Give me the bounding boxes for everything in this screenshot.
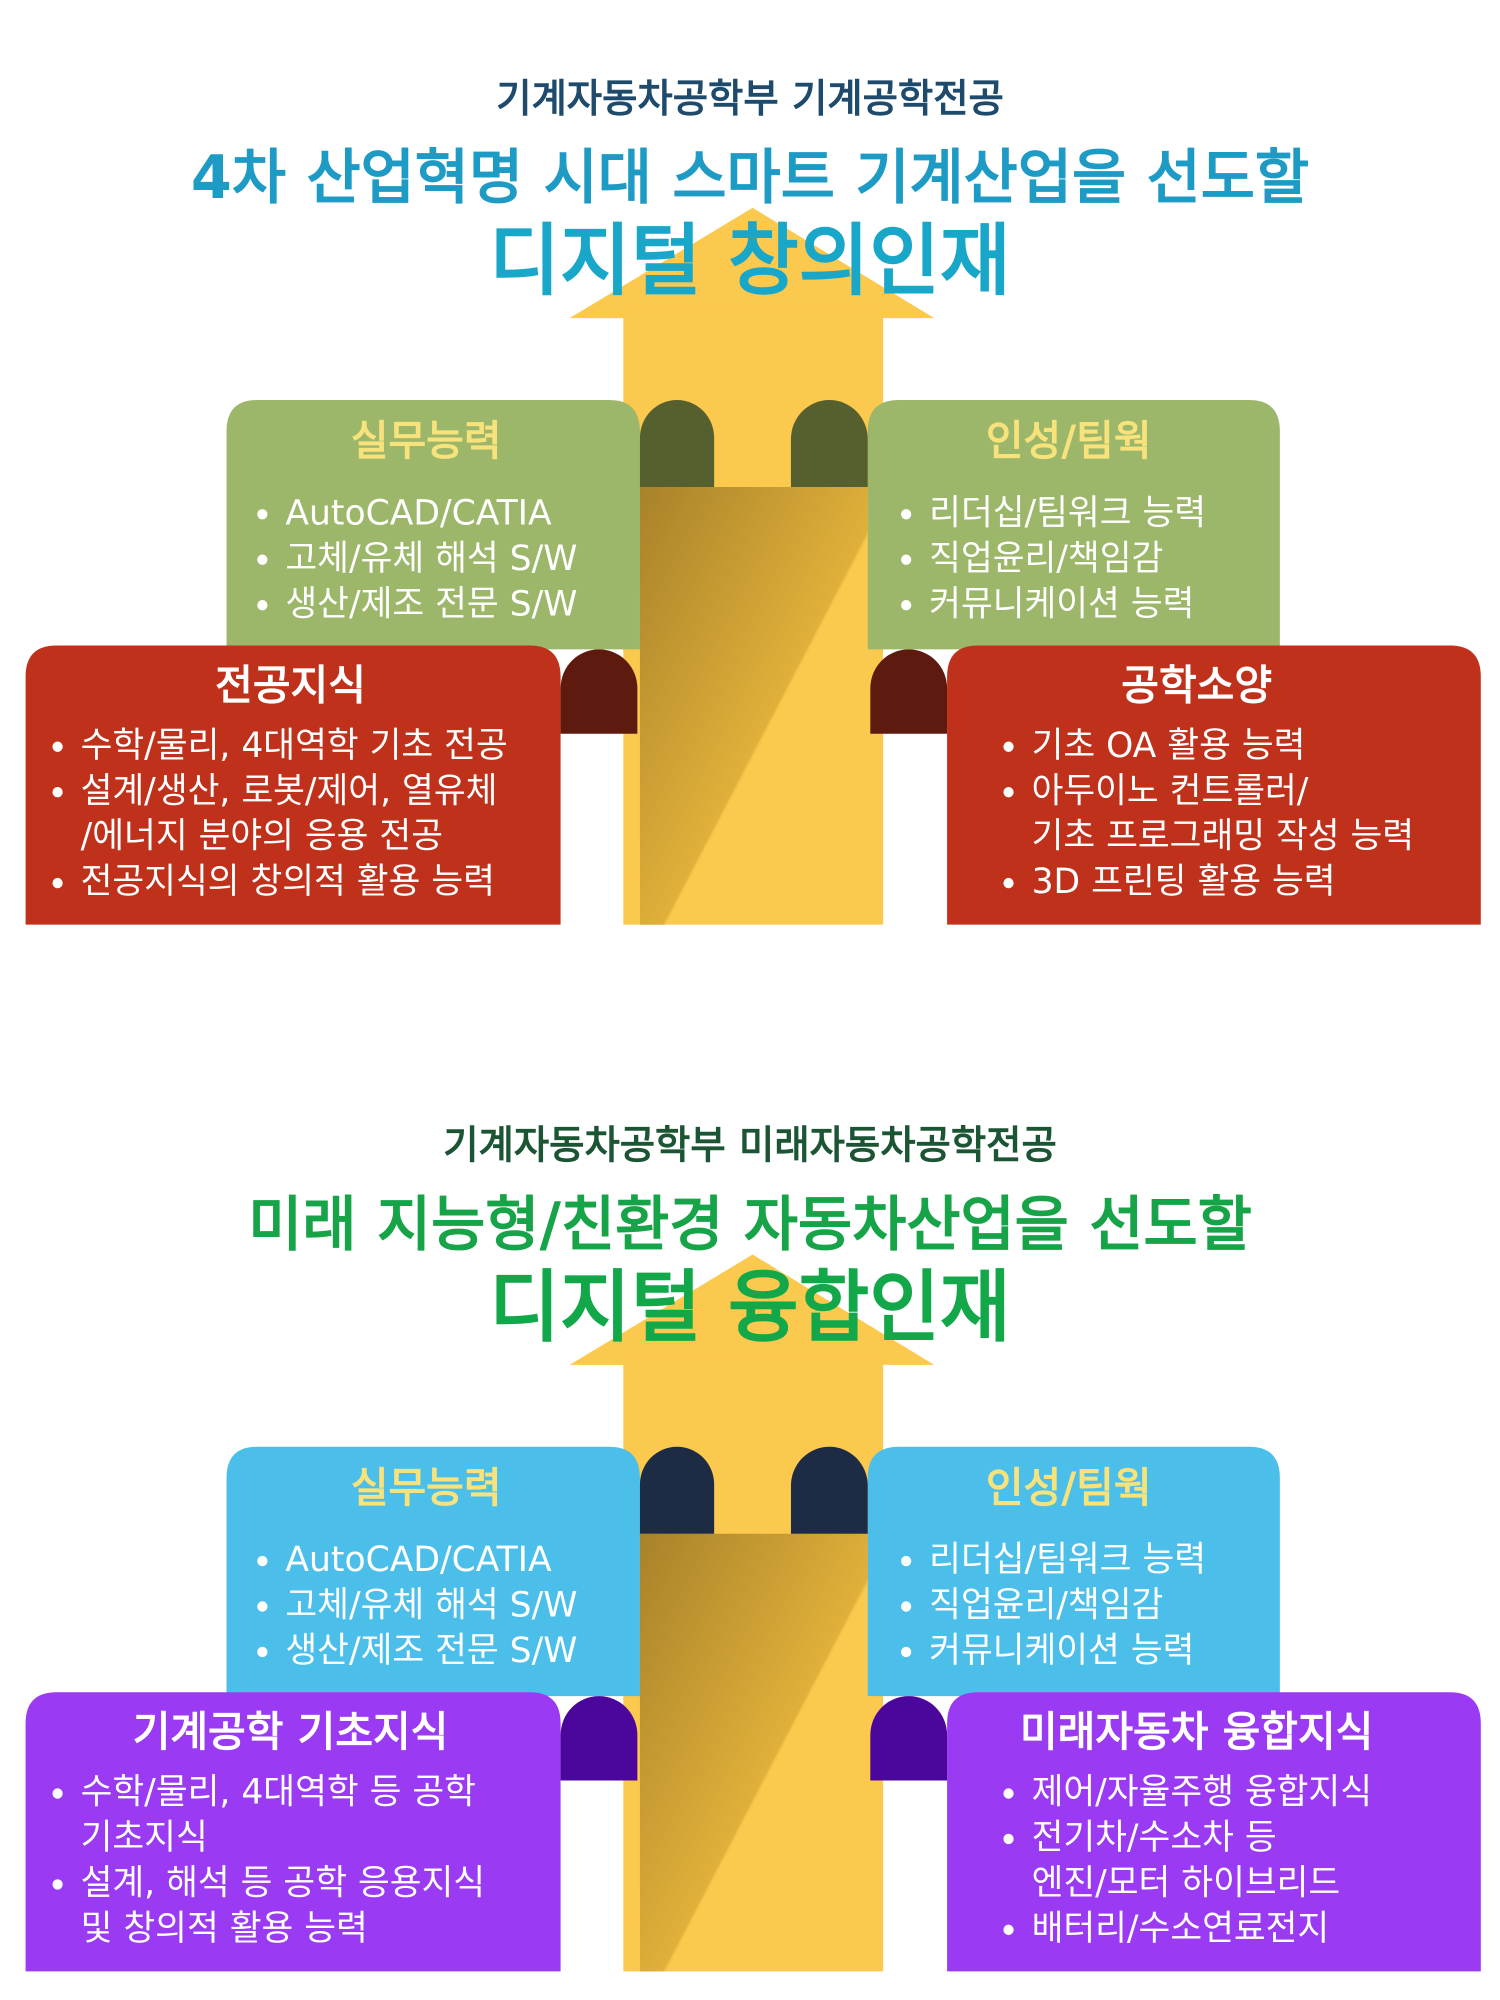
bullet bbox=[52, 741, 63, 752]
item-text: 제어/자율주행 융합지식 bbox=[1032, 1772, 1372, 1812]
item-text: 배터리/수소연료전지 bbox=[1032, 1909, 1330, 1949]
arrow-head bbox=[569, 1254, 935, 1365]
box bbox=[867, 1446, 1280, 1697]
item-text: 생산/제조 전문 S/W bbox=[285, 1631, 577, 1671]
item-text: 설계, 해석 등 공학 응용지식 bbox=[81, 1863, 485, 1903]
box bbox=[226, 1446, 640, 1697]
box-title: 전공지식 bbox=[215, 661, 366, 709]
item-text: 수학/물리, 4대역학 등 공학 bbox=[81, 1772, 476, 1812]
box bbox=[226, 400, 640, 650]
bullet bbox=[257, 600, 268, 611]
box-title: 실무능력 bbox=[351, 417, 502, 465]
item-text: 생산/제조 전문 S/W bbox=[285, 584, 577, 624]
item-text: 리더십/팀워크 능력 bbox=[929, 493, 1206, 533]
tab bbox=[790, 400, 868, 488]
bullet bbox=[52, 1788, 63, 1799]
main-title: 디지털 융합인재 bbox=[489, 1263, 1010, 1354]
item-text: AutoCAD/CATIA bbox=[285, 1540, 551, 1580]
item-text: 기초 프로그래밍 작성 능력 bbox=[1032, 817, 1415, 857]
tab bbox=[870, 649, 948, 734]
bullet bbox=[1003, 877, 1014, 889]
headline: 4차 산업혁명 시대 스마트 기계산업을 선도할 bbox=[191, 143, 1309, 213]
item-text: 전기차/수소차 등 bbox=[1032, 1818, 1277, 1858]
tab bbox=[639, 1446, 715, 1534]
bullet bbox=[257, 509, 268, 520]
department: 기계자동차공학부 기계공학전공 bbox=[496, 77, 1004, 122]
box bbox=[867, 400, 1280, 650]
bullet bbox=[1003, 1833, 1014, 1845]
item-text: 커뮤니케이션 능력 bbox=[929, 584, 1194, 624]
tab bbox=[560, 649, 638, 734]
item-text: 수학/물리, 4대역학 기초 전공 bbox=[81, 726, 508, 766]
item-text: 기초 OA 활용 능력 bbox=[1032, 726, 1306, 766]
box bbox=[947, 1692, 1481, 1972]
item-text: 고체/유체 해석 S/W bbox=[285, 1585, 577, 1625]
bullet bbox=[901, 1555, 912, 1567]
bullet bbox=[901, 509, 912, 520]
bullet bbox=[1003, 1788, 1014, 1799]
bullet bbox=[52, 787, 63, 798]
box-title: 미래자동차 융합지식 bbox=[1020, 1708, 1373, 1756]
item-text: 기초지식 bbox=[81, 1818, 208, 1858]
bullet bbox=[901, 1646, 912, 1658]
bullet bbox=[52, 1879, 63, 1890]
box-title: 기계공학 기초지식 bbox=[133, 1708, 449, 1756]
bullet bbox=[901, 600, 912, 611]
bullet bbox=[1003, 741, 1014, 752]
item-text: 고체/유체 해석 S/W bbox=[285, 539, 577, 579]
bullet bbox=[257, 554, 268, 565]
tab bbox=[560, 1696, 638, 1781]
item-text: 아두이노 컨트롤러/ bbox=[1032, 771, 1309, 811]
tab bbox=[870, 1696, 948, 1781]
stair-shade bbox=[639, 1533, 868, 1972]
box bbox=[25, 1692, 561, 1972]
bullet bbox=[1003, 1924, 1014, 1936]
bullet bbox=[257, 1646, 268, 1658]
stair-shade bbox=[639, 487, 868, 925]
bullet bbox=[52, 877, 63, 889]
headline: 미래 지능형/친환경 자동차산업을 선도할 bbox=[248, 1189, 1252, 1259]
item-text: 커뮤니케이션 능력 bbox=[929, 1631, 1194, 1671]
item-text: 엔진/모터 하이브리드 bbox=[1032, 1863, 1341, 1903]
bullet bbox=[1003, 787, 1014, 798]
bullet bbox=[257, 1601, 268, 1612]
item-text: 및 창의적 활용 능력 bbox=[81, 1909, 368, 1949]
bullet bbox=[901, 1601, 912, 1612]
item-text: 3D 프린팅 활용 능력 bbox=[1032, 862, 1336, 902]
tab bbox=[790, 1446, 868, 1534]
arrow-head bbox=[569, 207, 935, 319]
bullet bbox=[901, 554, 912, 565]
item-text: 설계/생산, 로봇/제어, 열유체 bbox=[81, 771, 498, 811]
main-title: 디지털 창의인재 bbox=[489, 216, 1010, 307]
box-title: 실무능력 bbox=[351, 1464, 502, 1512]
box-title: 인성/팀웍 bbox=[986, 1464, 1152, 1512]
item-text: /에너지 분야의 응용 전공 bbox=[81, 817, 443, 857]
tab bbox=[639, 400, 715, 488]
item-text: 직업윤리/책임감 bbox=[929, 539, 1163, 579]
box bbox=[25, 645, 561, 925]
item-text: AutoCAD/CATIA bbox=[285, 493, 551, 533]
item-text: 리더십/팀워크 능력 bbox=[929, 1540, 1206, 1580]
box-title: 공학소양 bbox=[1121, 661, 1272, 709]
bullet bbox=[257, 1555, 268, 1567]
department: 기계자동차공학부 미래자동차공학전공 bbox=[443, 1123, 1057, 1168]
box-title: 인성/팀웍 bbox=[986, 417, 1152, 465]
box bbox=[947, 645, 1481, 925]
item-text: 전공지식의 창의적 활용 능력 bbox=[81, 862, 495, 902]
item-text: 직업윤리/책임감 bbox=[929, 1585, 1163, 1625]
